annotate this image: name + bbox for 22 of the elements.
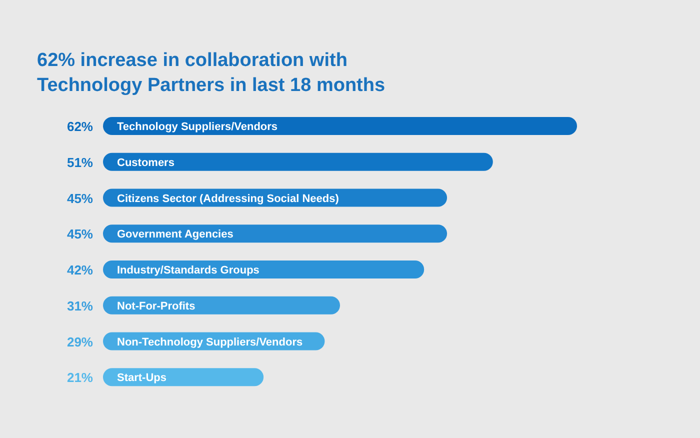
data-label: 62% — [66, 119, 94, 134]
data-label: 51% — [66, 154, 94, 170]
chart-title: 62% increase in collaboration with Technology Partners in last 18 months — [37, 49, 386, 98]
bar — [103, 224, 448, 243]
data-label: 42% — [66, 262, 94, 278]
y-tick-label: Technology Suppliers/Vendors — [117, 121, 278, 133]
data-label: 31% — [66, 298, 94, 314]
y-tick-label: Non-Technology Suppliers/Vendors — [117, 336, 303, 348]
bar — [103, 152, 493, 171]
bar — [103, 368, 264, 386]
data-label: 21% — [66, 370, 94, 386]
y-tick-label: Start-Ups — [117, 372, 167, 384]
y-tick-label: Government Agencies — [117, 228, 234, 241]
data-label: 45% — [66, 190, 94, 206]
y-tick-label: Industry/Standards Groups — [117, 264, 260, 276]
data-label: 45% — [66, 226, 94, 242]
bar — [103, 296, 340, 314]
data-label: 29% — [66, 334, 94, 350]
bar — [103, 117, 577, 135]
y-tick-label: Customers — [117, 156, 174, 169]
y-tick-label: Citizens Sector (Addressing Social Needs) — [117, 192, 340, 205]
y-tick-label: Not-For-Profits — [117, 300, 196, 312]
